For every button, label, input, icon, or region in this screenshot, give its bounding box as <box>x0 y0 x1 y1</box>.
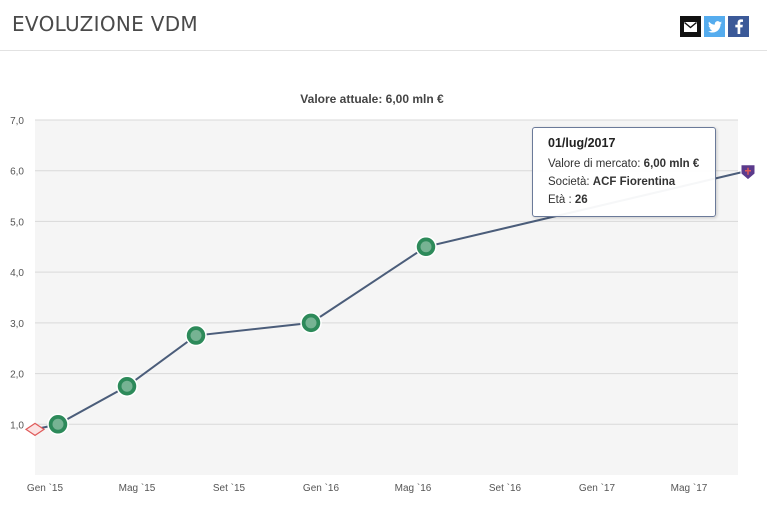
data-point-marker <box>24 422 46 437</box>
data-point-crest <box>190 330 202 342</box>
x-tick-label: Set `16 <box>489 482 522 494</box>
tooltip-market-value: 6,00 mln € <box>643 158 700 170</box>
chart-title: Valore attuale: 6,00 mln € <box>300 92 444 106</box>
x-tick-label: Set `15 <box>213 482 246 494</box>
y-tick-label: 5,0 <box>10 217 24 228</box>
x-tick-label: Gen `17 <box>579 482 616 494</box>
market-value-chart: 1,0 2,0 3,0 4,0 5,0 6,0 7,0 Gen `15 Mag `15 Set `… <box>0 51 767 512</box>
tooltip-club: ACF Fiorentina <box>592 176 676 188</box>
tooltip-age-row: Età : 26 <box>548 191 715 209</box>
data-point-crest <box>305 317 317 329</box>
x-tick-label: Gen `15 <box>27 482 64 494</box>
data-point-marker <box>116 375 138 397</box>
tooltip-age: 26 <box>574 194 588 206</box>
envelope-icon <box>684 21 697 32</box>
facebook-f-icon <box>734 19 743 34</box>
data-point-marker <box>415 236 437 258</box>
share-twitter-button[interactable] <box>704 16 725 37</box>
y-tick-label: 4,0 <box>10 268 24 279</box>
section-title: EVOLUZIONE VDM <box>12 12 198 36</box>
share-facebook-button[interactable] <box>728 16 749 37</box>
data-point-crest <box>420 241 432 253</box>
tooltip-date: 01/lug/2017 <box>548 136 616 150</box>
x-tick-label: Mag `17 <box>671 482 708 494</box>
y-tick-label: 7,0 <box>10 116 24 127</box>
chart-svg: 1,0 2,0 3,0 4,0 5,0 6,0 7,0 Gen `15 Mag `15 Set `… <box>10 92 756 494</box>
tooltip-market-value-row: Valore di mercato: 6,00 mln € <box>548 155 715 173</box>
data-point-marker <box>47 413 69 436</box>
data-point-marker <box>300 312 322 334</box>
x-tick-label: Mag `15 <box>119 482 156 494</box>
data-point-crest <box>121 380 133 392</box>
y-tick-label: 2,0 <box>10 370 24 381</box>
data-point-crest <box>52 418 64 430</box>
x-tick-label: Mag `16 <box>395 482 432 494</box>
share-buttons <box>680 16 749 37</box>
data-point-crest <box>745 167 751 175</box>
tooltip-club-label: Società: <box>548 176 590 188</box>
tooltip-age-label: Età : <box>548 194 572 206</box>
x-tick-label: Gen `16 <box>303 482 340 494</box>
y-tick-label: 6,0 <box>10 167 24 178</box>
twitter-bird-icon <box>707 20 722 33</box>
y-tick-label: 3,0 <box>10 319 24 330</box>
tooltip-club-row: Società: ACF Fiorentina <box>548 173 715 191</box>
section-header: EVOLUZIONE VDM <box>0 0 767 51</box>
data-point-marker <box>185 324 207 347</box>
y-tick-label: 1,0 <box>10 420 24 431</box>
share-mail-button[interactable] <box>680 16 701 37</box>
tooltip-market-value-label: Valore di mercato: <box>548 158 641 170</box>
chart-tooltip: 01/lug/2017 Valore di mercato: 6,00 mln … <box>532 127 716 217</box>
